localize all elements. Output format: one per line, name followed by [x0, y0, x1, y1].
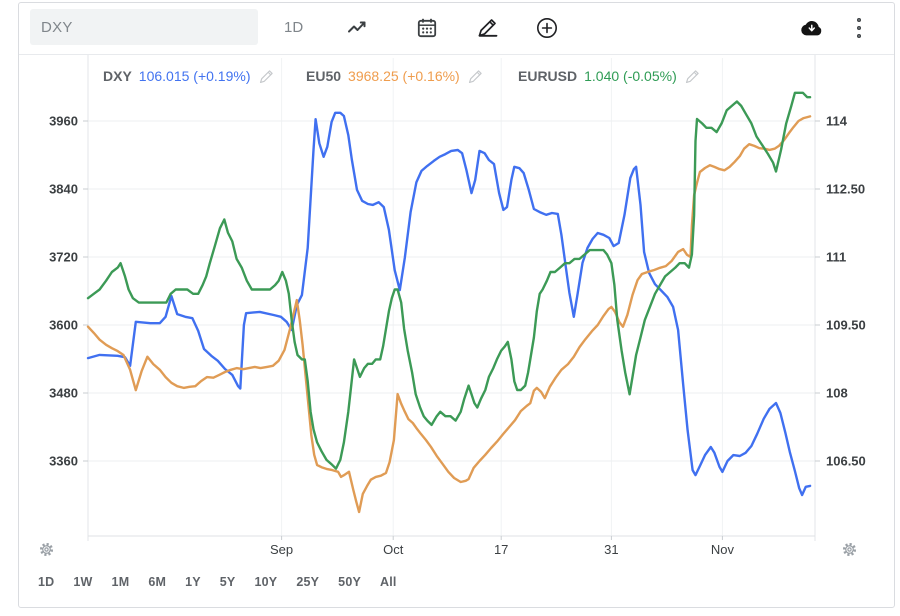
edit-series-icon[interactable]: [467, 68, 484, 85]
cloud-download-icon[interactable]: [798, 16, 824, 42]
edit-series-icon[interactable]: [258, 68, 275, 85]
legend-symbol: EURUSD: [518, 68, 578, 84]
legend-item-dxy[interactable]: DXY 106.015 (+0.19%): [103, 64, 275, 88]
legend-item-eu50[interactable]: EU50 3968.25 (+0.16%): [306, 64, 484, 88]
range-button-25y[interactable]: 25Y: [296, 575, 320, 589]
range-button-10y[interactable]: 10Y: [254, 575, 278, 589]
range-button-1w[interactable]: 1W: [73, 575, 93, 589]
legend-item-eurusd[interactable]: EURUSD 1.040 (-0.05%): [518, 64, 701, 88]
range-button-all[interactable]: All: [380, 575, 397, 589]
toolbar-divider: [19, 54, 894, 55]
overflow-menu-icon[interactable]: [846, 15, 872, 41]
legend-symbol: EU50: [306, 68, 342, 84]
add-icon[interactable]: [534, 15, 560, 41]
line-chart-icon[interactable]: [345, 15, 371, 41]
draw-icon[interactable]: [475, 15, 501, 41]
legend-value: 1.040 (-0.05%): [584, 68, 677, 84]
legend-value: 3968.25 (+0.16%): [348, 68, 460, 84]
calendar-icon[interactable]: [414, 15, 440, 41]
range-button-5y[interactable]: 5Y: [219, 575, 236, 589]
range-button-6m[interactable]: 6M: [148, 575, 167, 589]
range-button-1y[interactable]: 1Y: [185, 575, 201, 589]
chart-card: [18, 2, 895, 608]
range-button-1m[interactable]: 1M: [111, 575, 130, 589]
symbol-input-value: DXY: [41, 18, 73, 36]
left-axis-settings-gear-icon[interactable]: [36, 539, 56, 559]
range-button-1d[interactable]: 1D: [38, 575, 55, 589]
legend-symbol: DXY: [103, 68, 132, 84]
symbol-input[interactable]: DXY: [30, 9, 258, 45]
edit-series-icon[interactable]: [684, 68, 701, 85]
range-button-50y[interactable]: 50Y: [338, 575, 362, 589]
right-axis-settings-gear-icon[interactable]: [839, 539, 859, 559]
timeframe-button[interactable]: 1D: [284, 18, 304, 36]
legend-value: 106.015 (+0.19%): [138, 68, 251, 84]
range-selector: 1D 1W 1M 6M 1Y 5Y 10Y 25Y 50Y All: [38, 571, 397, 593]
